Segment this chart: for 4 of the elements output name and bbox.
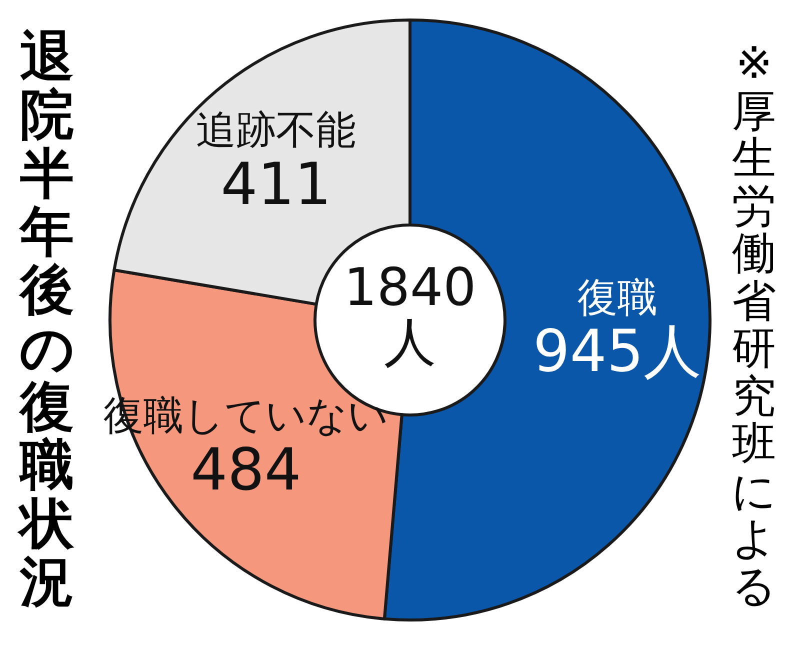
text: ※厚生労働省研究班による xyxy=(732,38,776,612)
chart-title: 退院半年後の復職状況 xyxy=(20,25,74,613)
text: 1840人 xyxy=(344,258,476,373)
data-label: 484 xyxy=(190,435,302,504)
